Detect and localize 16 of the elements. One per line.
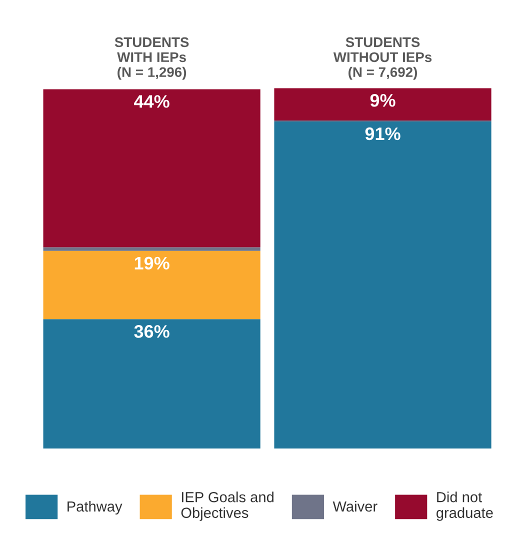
x-tick-label: STUDENTS WITHOUT IEPs (N = 7,692): [333, 37, 432, 80]
bar: [43, 247, 260, 251]
bar: [43, 319, 260, 449]
legend-label: Pathway: [68, 500, 122, 515]
data-label: 91%: [365, 127, 400, 140]
bar: [43, 89, 260, 248]
x-tick-label: STUDENTS WITH IEPs (N = 1,296): [114, 37, 189, 80]
data-label: 9%: [370, 94, 396, 107]
data-label: 36%: [134, 325, 170, 338]
bar: [274, 88, 492, 120]
bar: [43, 250, 260, 320]
legend-label: Waiver: [332, 500, 378, 512]
data-label: 19%: [134, 256, 170, 270]
legend-label: IEP Goals and Objectives: [181, 492, 274, 521]
legend-label: Did not graduate: [436, 492, 493, 521]
data-label: 44%: [134, 95, 170, 108]
